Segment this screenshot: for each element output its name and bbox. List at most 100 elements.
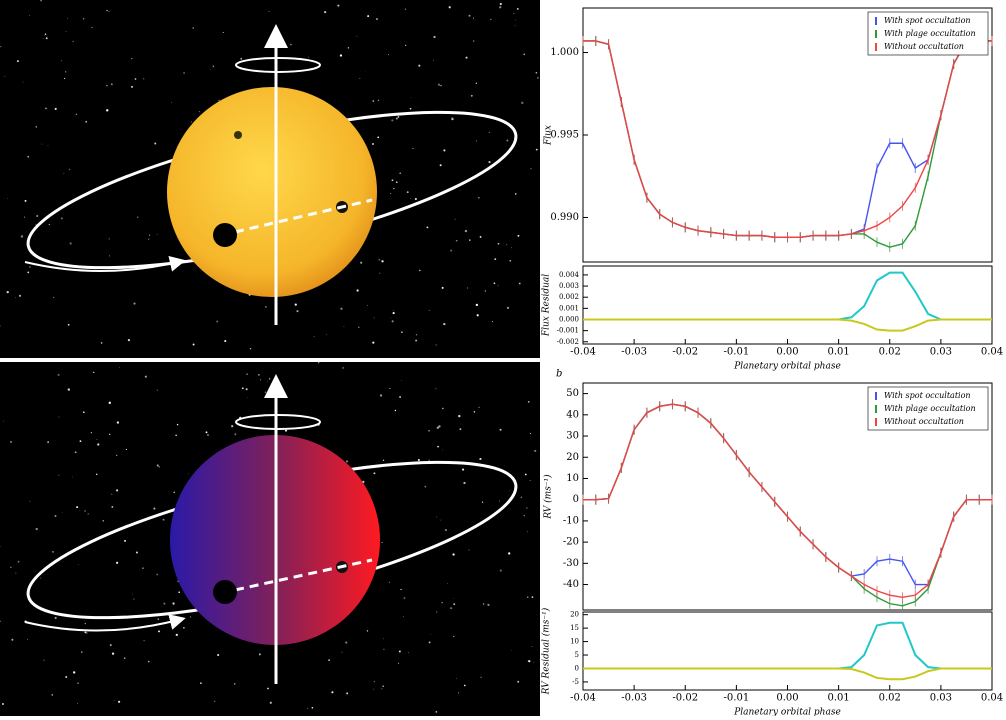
star-disk <box>167 87 377 297</box>
star-dot <box>307 708 308 709</box>
star-dot <box>69 169 71 171</box>
star-dot <box>183 72 185 74</box>
star-dot <box>47 441 49 443</box>
star-dot <box>400 589 401 590</box>
star-dot <box>85 121 87 123</box>
star-dot <box>200 682 202 684</box>
star-dot <box>403 616 404 617</box>
star-dot <box>116 489 118 491</box>
star-dot <box>183 627 184 628</box>
y-axis-label: Flux Residual <box>542 274 552 337</box>
star-dot <box>111 506 113 508</box>
star-dot <box>396 118 398 120</box>
star-dot <box>191 122 192 123</box>
star-dot <box>96 474 97 475</box>
star-dot <box>517 681 519 683</box>
y-tick-label: -40 <box>563 579 579 590</box>
star-dot <box>483 603 484 604</box>
star-dot <box>372 100 374 102</box>
star-dot <box>393 310 394 311</box>
legend-label: With plage occultation <box>884 404 976 413</box>
star-dot <box>193 344 195 346</box>
star-dot <box>206 431 208 433</box>
star-dot <box>27 639 28 640</box>
star-dot <box>473 40 474 41</box>
star-dot <box>392 320 394 322</box>
legend-label: With spot occultation <box>884 391 971 400</box>
star-dot <box>479 407 480 408</box>
star-dot <box>55 617 57 619</box>
star-dot <box>10 441 11 442</box>
star-dot <box>88 513 89 514</box>
star-dot <box>247 397 248 398</box>
star-dot <box>494 282 496 284</box>
star-dot <box>519 283 521 285</box>
star-dot <box>459 428 461 430</box>
x-tick-label: -0.04 <box>570 693 596 704</box>
star-dot <box>450 607 452 609</box>
star-dot <box>476 83 477 84</box>
star-dot <box>3 421 4 422</box>
legend-label: With plage occultation <box>884 29 976 38</box>
x-tick-label: 0.04 <box>981 693 1003 704</box>
star-dot <box>2 703 4 705</box>
star-dot <box>61 60 62 61</box>
star-dot <box>389 582 390 583</box>
star-dot <box>72 477 73 478</box>
star-dot <box>404 597 406 599</box>
plot-frame <box>583 266 992 344</box>
star-dot <box>442 450 443 451</box>
star-dot <box>378 100 379 101</box>
star-dot <box>65 71 66 72</box>
y-tick-label: 5 <box>575 651 579 659</box>
star-dot <box>318 362 319 363</box>
star-dot <box>515 20 516 21</box>
star-dot <box>285 430 287 432</box>
x-tick-label: -0.02 <box>672 347 698 358</box>
star-dot <box>61 217 63 219</box>
star-dot <box>474 411 475 412</box>
star-dot <box>498 243 500 245</box>
star-dot <box>511 650 512 651</box>
planet <box>213 580 237 604</box>
star-dot <box>393 312 395 314</box>
star-dot <box>175 435 177 437</box>
star-dot <box>358 326 360 328</box>
y-tick-label: 0.990 <box>550 212 579 223</box>
star-dot <box>136 552 138 554</box>
star-dot <box>137 217 138 218</box>
star-dot <box>77 683 78 684</box>
star-dot <box>436 517 437 518</box>
y-tick-label: 0.000 <box>559 315 579 323</box>
star-dot <box>508 552 510 554</box>
x-tick-label: 0.03 <box>930 347 952 358</box>
star-dot <box>133 303 135 305</box>
star-dot <box>374 681 375 682</box>
star-dot <box>442 287 444 289</box>
star-dot <box>49 224 50 225</box>
star-dot <box>159 466 160 467</box>
star-dot <box>109 402 111 404</box>
star-dot <box>530 168 531 169</box>
star-dot <box>109 11 110 12</box>
star-dot <box>436 344 437 345</box>
star-dot <box>524 515 525 516</box>
legend-label: Without occultation <box>884 42 964 51</box>
star-dot <box>149 235 150 236</box>
star-dot <box>345 642 347 644</box>
star-dot <box>102 520 104 522</box>
star-dot <box>515 193 517 195</box>
star-dot <box>124 540 126 542</box>
star-dot <box>68 388 70 390</box>
star-dot <box>455 219 456 220</box>
star-dot <box>379 259 381 261</box>
star-dot <box>490 19 491 20</box>
star-dot <box>388 54 389 55</box>
star-dot <box>463 482 465 484</box>
star-dot <box>242 387 244 389</box>
star-dot <box>11 639 13 641</box>
star-dot <box>442 408 443 409</box>
star-dot <box>401 331 403 333</box>
star-dot <box>64 173 65 174</box>
